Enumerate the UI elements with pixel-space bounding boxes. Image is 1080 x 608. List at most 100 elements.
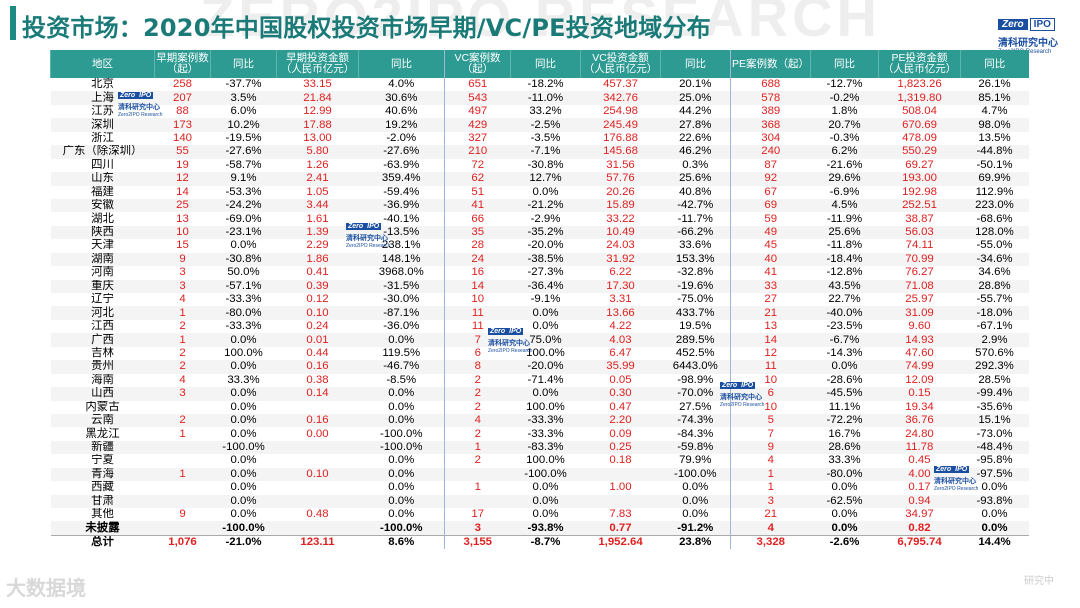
table-cell: 13.66 xyxy=(580,306,661,320)
table-cell: 25.0% xyxy=(660,91,731,105)
table-cell: 4 xyxy=(767,454,774,467)
table-cell: 14 xyxy=(444,279,511,293)
table-cell: 31.09 xyxy=(878,306,961,320)
table-cell: 33.2% xyxy=(529,105,562,118)
table-cell: -55.7% xyxy=(976,293,1013,306)
table-cell: 1.86 xyxy=(276,252,359,267)
table-cell: -71.4% xyxy=(527,373,564,386)
table-cell: 2.9% xyxy=(960,333,1029,347)
table-cell: 8.6% xyxy=(358,534,445,550)
table-cell: -70.0% xyxy=(660,387,731,401)
table-cell: -57.1% xyxy=(210,279,277,293)
table-cell: 44.2% xyxy=(660,104,731,119)
table-cell: -12.8% xyxy=(826,266,863,279)
table-cell: -100.0% xyxy=(358,427,445,441)
table-cell: 98.0% xyxy=(960,118,1029,132)
table-cell: -11.8% xyxy=(826,239,863,252)
table-cell: 69.27 xyxy=(905,158,934,171)
table-cell: -3.5% xyxy=(530,131,561,144)
table-cell: 0.0% xyxy=(510,387,581,401)
title-accent-bar xyxy=(10,6,16,40)
table-cell: -37.7% xyxy=(225,78,262,91)
table-cell: -80.0% xyxy=(810,467,879,482)
region-cell: 江西 xyxy=(91,320,114,333)
table-cell: 0.0% xyxy=(358,481,445,495)
table-row: 广东（除深圳） 55 -27.6% 5.80 -27.6% 210 -7.1% 145.68 4… xyxy=(50,145,1029,159)
table-cell: 128.0% xyxy=(960,225,1029,240)
zero2ipo-stamp: Zero IPO 清科研究中心 Zero2IPO Research xyxy=(346,215,402,249)
table-cell: 0.0% xyxy=(831,481,858,494)
table-cell: -33.3% xyxy=(225,293,262,306)
table-cell: -24.2% xyxy=(210,198,277,213)
table-cell: 0.0% xyxy=(358,333,445,347)
table-cell: 16 xyxy=(471,266,485,279)
table-cell: -21.2% xyxy=(510,198,581,213)
region-cell: 吉林 xyxy=(91,346,114,359)
stamp-cn: 清科研究中心 xyxy=(720,393,762,401)
table-cell xyxy=(276,521,359,536)
table-cell: 0.10 xyxy=(276,467,359,482)
region-cell: 贵州 xyxy=(50,360,155,374)
table-cell: 6 xyxy=(474,346,481,359)
table-cell: 46.2% xyxy=(660,145,731,159)
stamp-en: Zero2IPO Research xyxy=(346,243,391,249)
table-cell: 40.8% xyxy=(660,185,731,199)
table-cell: 578 xyxy=(730,91,811,105)
table-cell: 12 xyxy=(154,172,211,186)
table-cell: 3 xyxy=(154,387,211,401)
table-cell: 0.30 xyxy=(580,387,661,401)
zero2ipo-stamp: Zero IPO 清科研究中心 Zero2IPO Research xyxy=(118,84,174,118)
table-cell: 4.22 xyxy=(609,320,632,333)
region-distribution-table: 地区 早期案例数 （起） 同比 早期投资金额 （人民币亿元） 同比 VC案例数（起） 同比 V… xyxy=(50,50,1029,550)
column-header: 早期案例数 （起） xyxy=(154,50,211,78)
table-cell xyxy=(276,440,359,455)
table-row: 湖北 13 -69.0% 1.61 -40.1% 66 -2.9% 33.22 -11.7% 59… xyxy=(51,212,1029,226)
table-cell: -36.4% xyxy=(510,279,581,293)
table-cell: 5 xyxy=(730,413,811,428)
table-cell: -36.9% xyxy=(358,198,445,213)
table-cell: 258 xyxy=(172,78,192,91)
table-cell: -100.0% xyxy=(210,521,277,536)
table-cell: 9.1% xyxy=(210,172,277,186)
stamp-en: Zero2IPO Research xyxy=(118,112,163,118)
table-cell: 0.0% xyxy=(532,320,559,333)
table-cell: 0.0% xyxy=(960,521,1029,536)
table-row: 北京 258 -37.7% 33.15 4.0% 651 -18.2% 457.37 20.1%… xyxy=(51,78,1029,92)
stamp-zero: Zero xyxy=(720,382,740,389)
table-cell: 14.93 xyxy=(878,333,961,347)
table-cell: -19.6% xyxy=(660,279,731,293)
table-cell: 1,823.26 xyxy=(897,78,942,91)
table-cell: 0.39 xyxy=(276,279,359,293)
stamp-cn: 清科研究中心 xyxy=(488,339,530,347)
table-cell: 0.0% xyxy=(230,481,257,494)
table-cell: -83.3% xyxy=(510,440,581,455)
table-cell: 176.88 xyxy=(603,131,638,144)
table-cell: 40.6% xyxy=(358,104,445,119)
table-cell: 70.99 xyxy=(878,252,961,267)
table-row: 总计 1,076 -21.0% 123.11 8.6% 3,155 -8.7% 1,952.6… xyxy=(50,534,1029,550)
table-cell: -73.0% xyxy=(976,427,1013,440)
region-cell: 青海 xyxy=(50,467,155,482)
table-row: 山东 12 9.1% 2.41 359.4% 62 12.7% 57.76 25.6% 92 29.… xyxy=(50,172,1029,186)
stamp-cn: 清科研究中心 xyxy=(346,234,388,242)
table-cell xyxy=(277,481,359,494)
table-cell: 651 xyxy=(468,78,488,91)
table-cell: 3,328 xyxy=(730,534,811,550)
table-cell: -20.0% xyxy=(527,239,564,252)
table-cell: 62 xyxy=(444,172,511,186)
table-cell: 74.11 xyxy=(905,239,934,252)
table-cell: 0.16 xyxy=(276,360,359,374)
table-row: 内蒙古 0.0% 0.0% 2 100.0% 0.47 27.5% 10 11.1% 19.34 -… xyxy=(51,400,1029,414)
table-body: 北京 258 -37.7% 33.15 4.0% 651 -18.2% 457.37 20.1%… xyxy=(50,78,1029,550)
table-cell: 389 xyxy=(761,105,781,118)
column-header: 同比 xyxy=(358,50,445,78)
footer-watermark-right: 研究中 xyxy=(1024,576,1054,587)
region-cell: 重庆 xyxy=(50,279,155,293)
stamp-cn: 清科研究中心 xyxy=(934,477,976,485)
table-cell: 19.5% xyxy=(660,319,731,334)
table-cell: 238.1% xyxy=(358,239,445,253)
table-cell: 0.0% xyxy=(230,239,257,252)
table-cell: 17.30 xyxy=(580,279,661,293)
table-cell: 36.76 xyxy=(878,413,961,428)
table-cell: 71.08 xyxy=(878,279,961,293)
